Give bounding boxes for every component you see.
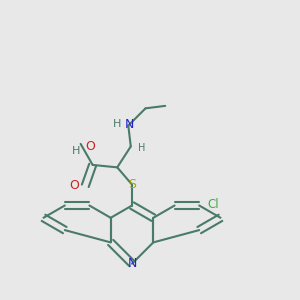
Text: H: H: [112, 119, 121, 129]
Text: O: O: [69, 179, 79, 192]
Text: Cl: Cl: [207, 197, 218, 211]
Text: N: N: [125, 118, 134, 130]
Text: S: S: [128, 178, 136, 191]
Text: H: H: [72, 146, 80, 156]
Text: H: H: [138, 143, 146, 153]
Text: N: N: [127, 257, 137, 270]
Text: O: O: [85, 140, 95, 153]
